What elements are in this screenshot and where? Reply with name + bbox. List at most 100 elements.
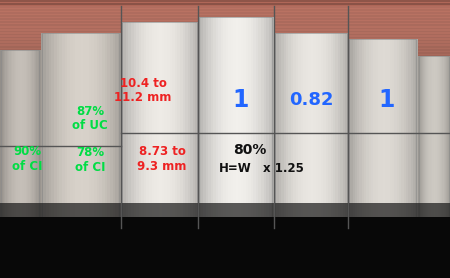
Bar bbox=[296, 33, 299, 222]
Bar bbox=[1, 50, 3, 217]
Bar bbox=[357, 39, 360, 222]
Bar bbox=[0, 5, 450, 9]
Bar bbox=[0, 23, 450, 28]
Bar bbox=[0, 11, 450, 15]
Bar bbox=[141, 22, 144, 228]
Bar bbox=[154, 22, 157, 228]
Bar bbox=[180, 22, 183, 228]
Bar bbox=[432, 56, 433, 222]
Bar bbox=[185, 22, 188, 228]
Bar bbox=[438, 56, 440, 222]
Bar bbox=[67, 33, 70, 217]
Bar bbox=[286, 33, 289, 222]
Bar bbox=[152, 22, 155, 228]
Bar bbox=[31, 50, 33, 217]
Bar bbox=[360, 39, 362, 222]
Bar bbox=[449, 56, 450, 222]
Bar bbox=[411, 39, 414, 222]
Bar bbox=[0, 20, 450, 24]
Bar bbox=[11, 50, 13, 217]
Text: x 1.25: x 1.25 bbox=[263, 162, 304, 175]
Bar bbox=[94, 33, 97, 217]
Bar bbox=[177, 22, 180, 228]
Bar bbox=[231, 17, 234, 228]
Bar bbox=[167, 22, 170, 228]
Bar bbox=[149, 22, 152, 228]
Bar bbox=[288, 33, 291, 222]
Bar bbox=[211, 17, 214, 228]
Bar bbox=[436, 56, 437, 222]
Bar bbox=[429, 56, 431, 222]
Bar bbox=[313, 33, 316, 222]
Bar bbox=[392, 39, 395, 222]
Bar bbox=[352, 39, 356, 222]
Bar bbox=[261, 17, 264, 228]
Bar bbox=[328, 33, 331, 222]
Text: H=W: H=W bbox=[219, 162, 252, 175]
Bar bbox=[198, 17, 201, 228]
Bar bbox=[78, 33, 81, 217]
Bar bbox=[7, 50, 9, 217]
Bar bbox=[441, 56, 443, 222]
Bar bbox=[9, 50, 11, 217]
Bar bbox=[112, 33, 116, 217]
Bar bbox=[306, 33, 309, 222]
Bar bbox=[248, 17, 252, 228]
Bar bbox=[394, 39, 397, 222]
Bar bbox=[206, 17, 208, 228]
Bar bbox=[336, 33, 338, 222]
Bar bbox=[418, 56, 419, 222]
Bar bbox=[276, 33, 279, 222]
Bar bbox=[271, 17, 274, 228]
Bar bbox=[81, 33, 84, 217]
Bar bbox=[18, 50, 19, 217]
Bar bbox=[59, 33, 62, 217]
Bar bbox=[406, 39, 409, 222]
Text: 0.82: 0.82 bbox=[290, 91, 334, 109]
Bar bbox=[371, 39, 374, 222]
Bar bbox=[115, 33, 118, 217]
Bar bbox=[51, 33, 54, 217]
Bar bbox=[380, 39, 383, 222]
Bar bbox=[23, 50, 25, 217]
Bar bbox=[126, 22, 129, 228]
Bar bbox=[128, 22, 131, 228]
Bar bbox=[159, 22, 162, 228]
Bar bbox=[28, 50, 30, 217]
Bar bbox=[323, 33, 326, 222]
Bar bbox=[338, 33, 341, 222]
Text: 1: 1 bbox=[233, 88, 249, 112]
Bar bbox=[0, 17, 450, 21]
Bar bbox=[376, 39, 378, 222]
Bar bbox=[162, 22, 165, 228]
Bar bbox=[123, 22, 126, 228]
Bar bbox=[121, 22, 124, 228]
Bar bbox=[99, 33, 102, 217]
Bar bbox=[385, 39, 388, 222]
Bar bbox=[27, 50, 29, 217]
Bar bbox=[0, 51, 450, 55]
Bar bbox=[246, 17, 249, 228]
Bar bbox=[35, 50, 37, 217]
Bar bbox=[49, 33, 52, 217]
Bar bbox=[213, 17, 216, 228]
Bar bbox=[16, 50, 18, 217]
Bar bbox=[89, 33, 92, 217]
Bar bbox=[0, 41, 450, 46]
Bar bbox=[91, 33, 94, 217]
Bar bbox=[201, 17, 203, 228]
Bar bbox=[274, 33, 276, 222]
Bar bbox=[83, 33, 86, 217]
Text: 90%: 90% bbox=[13, 145, 41, 158]
Bar bbox=[24, 50, 26, 217]
Bar bbox=[243, 17, 246, 228]
Bar bbox=[308, 33, 311, 222]
Bar bbox=[5, 50, 7, 217]
Bar bbox=[348, 39, 351, 222]
Bar bbox=[34, 50, 36, 217]
Bar bbox=[424, 56, 426, 222]
Bar bbox=[97, 33, 100, 217]
Bar bbox=[12, 50, 14, 217]
Bar bbox=[445, 56, 446, 222]
Bar bbox=[279, 33, 282, 222]
